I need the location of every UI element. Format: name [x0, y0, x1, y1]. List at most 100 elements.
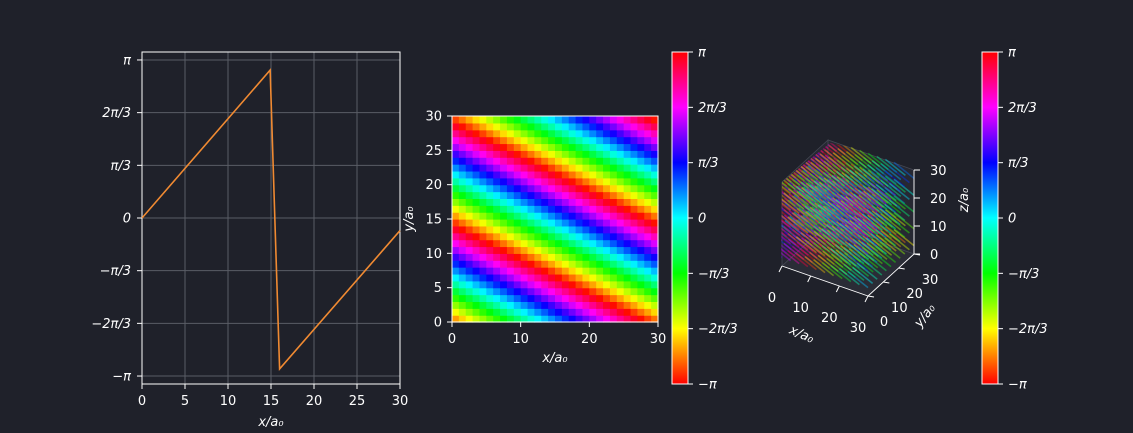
3d-phase-arrow	[805, 177, 827, 195]
3d-ztick-label: 20	[930, 192, 947, 207]
heatmap-cell	[541, 143, 549, 151]
heatmap-cell	[520, 129, 529, 138]
heatmap-cell	[596, 129, 604, 138]
heatmap-cell	[486, 225, 494, 234]
heatmap-cell	[541, 136, 549, 145]
heatmap-cell	[452, 150, 460, 158]
heatmap-cell	[637, 232, 645, 241]
heatmap-cell	[452, 273, 460, 282]
3d-phase-arrow	[828, 223, 850, 241]
heatmap-cell	[513, 260, 522, 268]
heatmap-cell	[630, 129, 638, 138]
heatmap-cell	[534, 150, 542, 158]
colorbar-1-tick-label: π	[698, 46, 706, 61]
heatmap-cell	[596, 143, 604, 151]
heatmap-cell	[616, 246, 625, 254]
3d-phase-arrow	[817, 237, 839, 256]
3d-phase-arrow	[801, 209, 823, 227]
heatmap-cell	[651, 260, 659, 268]
heatmap-cell	[555, 225, 563, 234]
heatmap-cell	[603, 205, 611, 213]
heatmap-cell	[561, 219, 570, 227]
3d-phase-arrow	[781, 207, 801, 225]
heatmap-cell	[575, 170, 584, 179]
heatmap-cell	[596, 273, 604, 282]
3d-phase-arrow	[849, 219, 871, 238]
heatmap-cell	[513, 198, 522, 206]
3d-phase-arrow	[783, 180, 805, 199]
heatmap-cell	[575, 212, 584, 220]
heatmap-cell	[568, 129, 577, 138]
3d-phase-arrow	[845, 212, 867, 231]
heatmap-cell	[513, 267, 522, 275]
heatmap-cell	[568, 212, 577, 220]
heatmap-cell	[479, 301, 487, 309]
heatmap-cell	[630, 184, 638, 193]
heatmap-cell	[555, 315, 563, 323]
heatmap-cell	[465, 225, 474, 234]
3d-phase-arrow	[781, 240, 783, 259]
3d-phase-arrow	[857, 251, 879, 269]
heatmap-cell	[582, 157, 590, 165]
heatmap-cell	[506, 150, 515, 158]
3d-phase-arrow	[832, 163, 854, 181]
3d-phase-arrow	[823, 177, 845, 195]
heatmap-cell	[465, 287, 474, 296]
3d-phase-arrow	[781, 246, 800, 265]
3d-phase-arrow	[867, 214, 889, 232]
heatmap-cell	[603, 232, 611, 241]
3d-phase-arrow	[876, 206, 898, 224]
3d-phase-arrow	[831, 174, 853, 193]
heatmap-cell	[548, 164, 556, 172]
heatmap-cell	[623, 205, 632, 213]
3d-phase-arrow	[818, 209, 840, 228]
3d-phase-arrow	[822, 222, 844, 240]
heatmap-cell	[575, 191, 584, 199]
3d-phase-arrow	[818, 243, 840, 261]
3d-phase-arrow	[875, 234, 897, 252]
colorbar-2-tick-label: −π/3	[1008, 267, 1039, 282]
heatmap-cell	[472, 143, 481, 151]
heatmap-cell	[561, 170, 570, 179]
heatmap-cell	[555, 280, 563, 289]
3d-phase-arrow	[853, 243, 875, 262]
heatmap-cell	[500, 150, 508, 158]
3d-phase-arrow	[826, 246, 848, 264]
3d-phase-arrow	[871, 227, 893, 245]
3d-phase-arrow	[822, 183, 844, 201]
3d-phase-arrow	[835, 182, 857, 200]
3d-phase-arrow	[848, 225, 870, 244]
heatmap-cell	[609, 143, 618, 151]
3d-phase-arrow	[787, 188, 809, 206]
heatmap-cell	[609, 136, 618, 145]
colorbar-1: −π−2π/3−π/30π/32π/3π	[671, 46, 738, 393]
3d-phase-arrow	[861, 258, 883, 276]
heatmap-cell	[513, 232, 522, 241]
3d-phase-arrow	[838, 234, 860, 252]
heatmap-cell	[603, 122, 611, 131]
heatmap-cell	[589, 205, 597, 213]
heatmap-cell	[520, 150, 529, 158]
heatmap-cell	[465, 205, 474, 213]
3d-phase-arrow	[871, 210, 893, 228]
3d-phase-arrow	[831, 242, 853, 260]
3d-phase-arrow	[806, 176, 828, 195]
heatmap-cell	[555, 184, 563, 193]
3d-phase-arrow	[848, 197, 870, 216]
3d-phase-arrow	[805, 194, 827, 212]
3d-phase-arrow	[813, 180, 835, 198]
heatmap-cell	[644, 150, 652, 158]
heatmap-cell	[479, 116, 487, 124]
3d-phase-arrow	[879, 191, 901, 209]
heatmap-cell	[486, 164, 494, 172]
3d-phase-arrow	[801, 170, 823, 188]
3d-phase-arrow	[875, 245, 897, 264]
3d-phase-arrow	[813, 230, 835, 249]
heatmap-cell	[589, 273, 597, 282]
colorbar-2-tick-label: −π	[1008, 378, 1027, 393]
3d-phase-arrow	[830, 264, 852, 283]
heatmap-cell	[589, 191, 597, 199]
heatmap-cell	[458, 267, 467, 275]
3d-phase-arrow	[834, 227, 856, 245]
heatmap-cell	[623, 212, 632, 220]
